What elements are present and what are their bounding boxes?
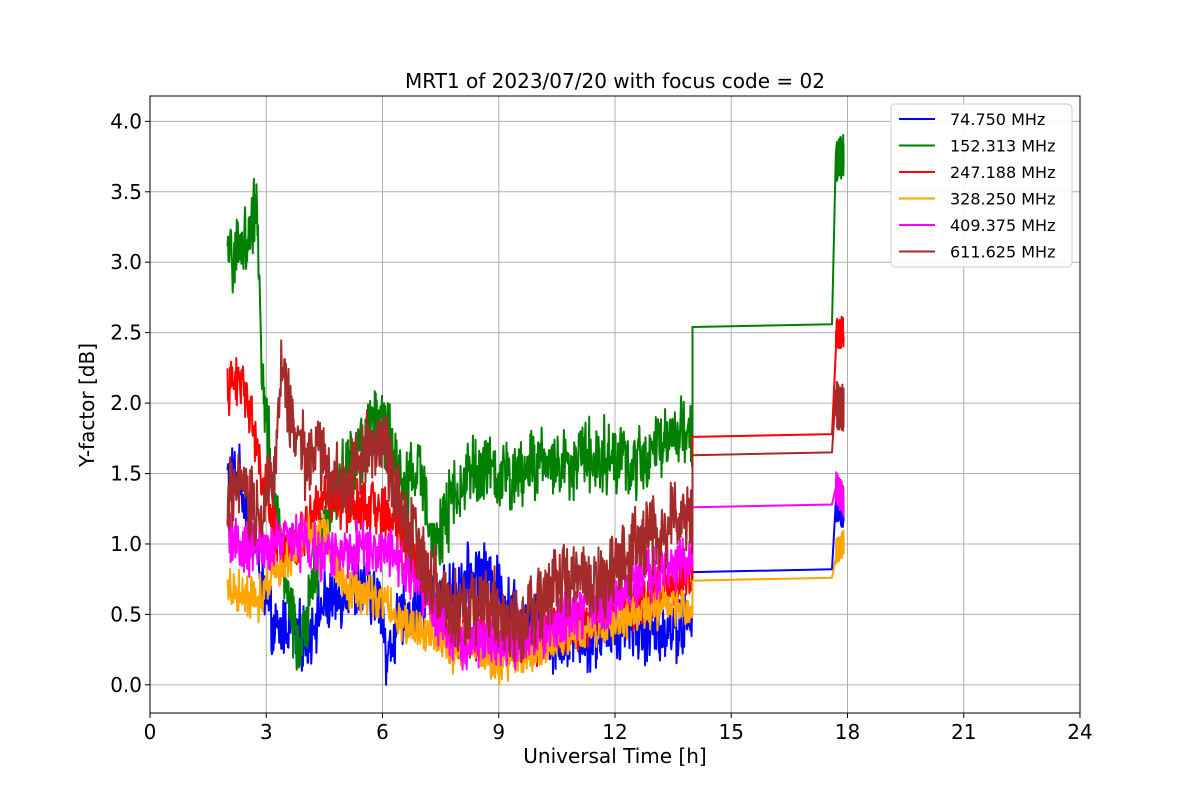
legend-label: 247.188 MHz — [950, 163, 1055, 182]
x-tick-label: 18 — [835, 720, 860, 744]
y-tick-label: 3.0 — [110, 250, 142, 274]
y-tick-label: 1.5 — [110, 462, 142, 486]
x-tick-label: 0 — [144, 720, 157, 744]
x-axis-label: Universal Time [h] — [523, 744, 706, 768]
series-line — [226, 339, 845, 663]
x-tick-label: 12 — [602, 720, 627, 744]
x-tick-label: 6 — [376, 720, 389, 744]
y-tick-label: 2.0 — [110, 391, 142, 415]
x-tick-label: 3 — [260, 720, 273, 744]
y-axis-ticks: 0.0 0.5 1.0 1.5 2.0 2.5 3.0 3.5 4.0 — [110, 109, 150, 697]
legend-label: 74.750 MHz — [950, 110, 1045, 129]
series-line — [226, 471, 845, 671]
y-tick-label: 3.5 — [110, 180, 142, 204]
y-axis-label: Y-factor [dB] — [75, 343, 99, 468]
y-tick-label: 0.0 — [110, 673, 142, 697]
y-tick-label: 2.5 — [110, 321, 142, 345]
legend-label: 409.375 MHz — [950, 216, 1055, 235]
y-tick-label: 1.0 — [110, 532, 142, 556]
y-tick-label: 4.0 — [110, 109, 142, 133]
x-tick-label: 9 — [492, 720, 505, 744]
series-line — [226, 134, 845, 671]
legend-items: 74.750 MHz 152.313 MHz 247.188 MHz 328.250 … — [899, 110, 1055, 262]
legend-box — [890, 103, 1073, 268]
legend-label: 328.250 MHz — [950, 190, 1055, 209]
x-tick-label: 15 — [719, 720, 744, 744]
x-tick-label: 24 — [1067, 720, 1092, 744]
chart-title: MRT1 of 2023/07/20 with focus code = 02 — [405, 69, 825, 93]
legend-label: 152.313 MHz — [950, 137, 1055, 156]
x-tick-label: 21 — [951, 720, 976, 744]
series-layer — [226, 134, 845, 686]
x-axis-ticks: 0 3 6 9 12 15 18 21 24 — [144, 713, 1093, 744]
legend: 74.750 MHz 152.313 MHz 247.188 MHz 328.250 … — [890, 103, 1073, 268]
plot-area — [226, 134, 845, 686]
y-tick-label: 0.5 — [110, 602, 142, 626]
legend-label: 611.625 MHz — [950, 243, 1055, 262]
